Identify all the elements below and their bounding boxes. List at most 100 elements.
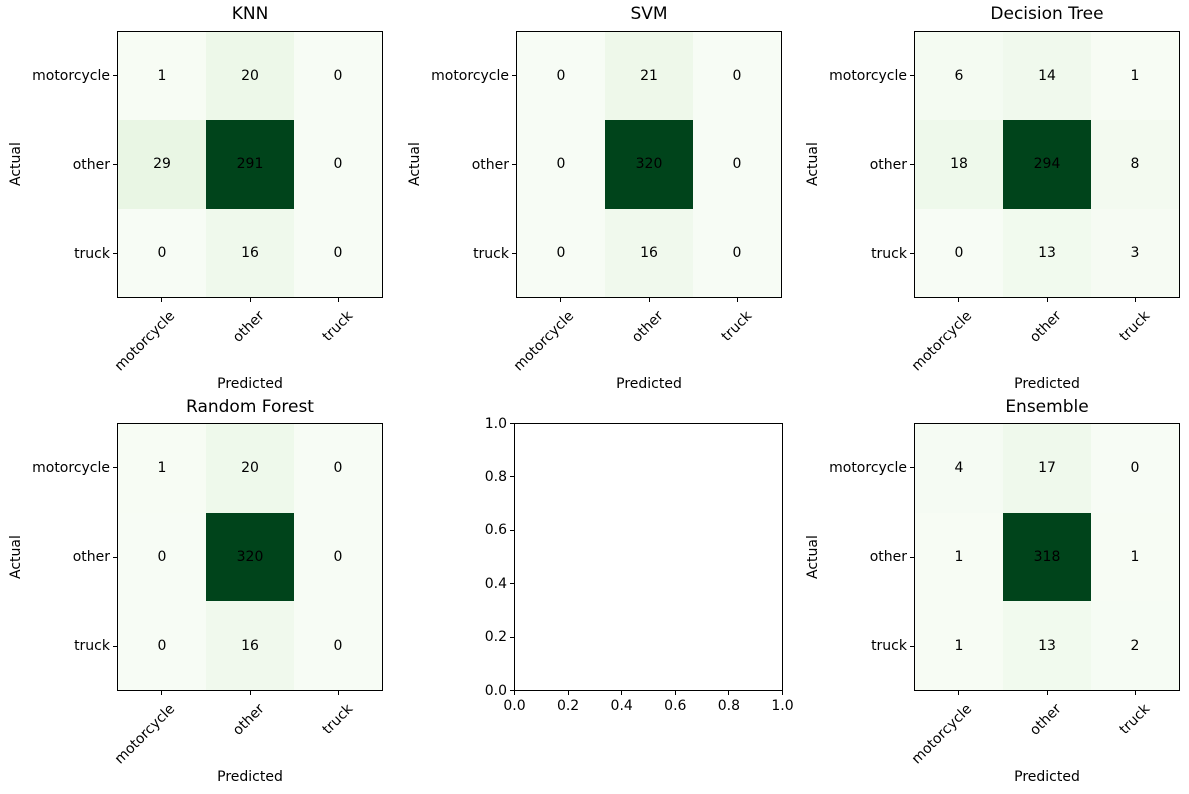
y-tick xyxy=(910,75,914,76)
y-tick xyxy=(113,164,117,165)
y-tick xyxy=(113,556,117,558)
cell-motorcycle-truck: 0 xyxy=(294,424,382,513)
y-tick-label: motorcycle xyxy=(829,459,907,476)
cell-motorcycle-truck: 1 xyxy=(1091,32,1179,121)
y-tick xyxy=(512,75,516,76)
cell-truck-motorcycle: 0 xyxy=(118,208,206,297)
y-tick-label: 0.8 xyxy=(484,468,507,485)
cell-motorcycle-motorcycle: 6 xyxy=(915,32,1003,121)
cell-truck-other: 16 xyxy=(605,208,693,297)
y-axis-label-knn: Actual xyxy=(8,142,24,187)
cell-other-motorcycle: 0 xyxy=(517,120,605,209)
chart-title-ensemble: Ensemble xyxy=(1005,397,1089,417)
y-tick xyxy=(910,556,914,558)
y-tick xyxy=(510,423,514,424)
cell-other-motorcycle: 1 xyxy=(915,512,1003,602)
x-tick xyxy=(567,691,569,695)
x-tick-label: motorcycle xyxy=(511,308,578,375)
cell-other-other: 320 xyxy=(605,120,693,209)
y-axis-label-decision-tree: Actual xyxy=(805,142,821,187)
cell-motorcycle-motorcycle: 1 xyxy=(118,424,206,513)
x-tick xyxy=(249,298,251,302)
x-tick-label: 0.4 xyxy=(610,698,633,714)
y-tick-label: truck xyxy=(473,245,509,262)
y-tick xyxy=(113,645,117,647)
cell-other-other: 320 xyxy=(206,512,294,602)
x-tick xyxy=(728,691,730,695)
panel-svm: 0 21 0 0 320 0 0 16 0 xyxy=(516,31,782,298)
x-tick xyxy=(559,298,561,302)
cell-other-truck: 0 xyxy=(693,120,781,209)
y-tick-label: 0.2 xyxy=(484,629,507,646)
x-tick-label: 0.2 xyxy=(556,698,580,714)
x-tick-label: other xyxy=(229,701,268,739)
cell-motorcycle-motorcycle: 0 xyxy=(517,32,605,121)
x-tick-label: truck xyxy=(1116,701,1153,738)
chart-title-knn: KNN xyxy=(231,4,269,24)
cell-other-other: 318 xyxy=(1003,512,1091,602)
y-tick-label: truck xyxy=(871,638,907,655)
x-tick xyxy=(160,691,162,695)
y-tick-label: motorcycle xyxy=(431,67,509,84)
y-axis-label-svm: Actual xyxy=(407,142,423,187)
y-tick-label: motorcycle xyxy=(32,67,110,84)
cell-motorcycle-other: 14 xyxy=(1003,32,1091,121)
y-tick xyxy=(910,253,914,254)
cell-truck-truck: 0 xyxy=(693,208,781,297)
y-tick-label: other xyxy=(72,549,110,565)
x-tick-label: motorcycle xyxy=(909,308,976,375)
x-tick xyxy=(621,691,623,695)
x-axis-label-svm: Predicted xyxy=(616,376,682,392)
y-tick-label: 0.6 xyxy=(484,522,507,539)
y-tick-label: 0.4 xyxy=(484,575,507,592)
x-tick-label: truck xyxy=(319,308,356,345)
y-tick-label: truck xyxy=(74,638,110,655)
x-tick-label: motorcycle xyxy=(112,308,179,375)
x-tick xyxy=(674,691,676,695)
panel-decision-tree: 6 14 1 18 294 8 0 13 3 xyxy=(914,31,1180,298)
y-tick xyxy=(910,645,914,647)
x-tick-label: truck xyxy=(718,308,755,345)
cell-motorcycle-other: 20 xyxy=(206,32,294,121)
cell-truck-other: 16 xyxy=(206,601,294,690)
panel-knn: 1 20 0 29 291 0 0 16 0 xyxy=(117,31,383,298)
y-tick-label: other xyxy=(471,156,509,173)
y-tick-label: other xyxy=(869,549,907,565)
x-tick xyxy=(514,691,515,695)
chart-title-random-forest: Random Forest xyxy=(186,397,314,417)
chart-title-decision-tree: Decision Tree xyxy=(990,4,1104,24)
x-tick xyxy=(957,298,959,302)
x-tick-label: 0.0 xyxy=(503,698,526,714)
y-tick xyxy=(113,467,117,469)
y-tick-label: truck xyxy=(871,245,907,262)
cell-motorcycle-truck: 0 xyxy=(1091,424,1179,513)
cell-truck-motorcycle: 1 xyxy=(915,601,1003,690)
y-tick-label: 0.0 xyxy=(484,682,507,699)
y-tick-label: motorcycle xyxy=(32,459,110,476)
y-tick xyxy=(113,75,117,76)
y-tick xyxy=(512,164,516,165)
cell-truck-truck: 0 xyxy=(294,601,382,690)
cell-truck-motorcycle: 0 xyxy=(118,601,206,690)
x-tick xyxy=(338,691,340,695)
x-axis-label-random-forest: Predicted xyxy=(217,769,283,785)
y-tick xyxy=(512,253,516,254)
cell-truck-other: 13 xyxy=(1003,601,1091,690)
x-tick xyxy=(1046,691,1048,695)
y-tick-label: other xyxy=(869,156,907,173)
cell-truck-other: 13 xyxy=(1003,208,1091,297)
cell-other-other: 291 xyxy=(206,120,294,209)
cell-other-motorcycle: 29 xyxy=(118,120,206,209)
x-tick-label: truck xyxy=(1116,308,1153,345)
cell-motorcycle-truck: 0 xyxy=(693,32,781,121)
panel-ensemble: 4 17 0 1 318 1 1 13 2 xyxy=(914,423,1180,691)
cell-other-truck: 0 xyxy=(294,120,382,209)
x-tick xyxy=(1135,298,1137,302)
chart-title-svm: SVM xyxy=(630,4,668,24)
cell-other-other: 294 xyxy=(1003,120,1091,209)
y-tick xyxy=(510,583,514,585)
x-tick-label: other xyxy=(628,308,667,346)
x-tick xyxy=(249,691,251,695)
cell-motorcycle-motorcycle: 1 xyxy=(118,32,206,121)
x-tick-label: motorcycle xyxy=(909,701,976,768)
